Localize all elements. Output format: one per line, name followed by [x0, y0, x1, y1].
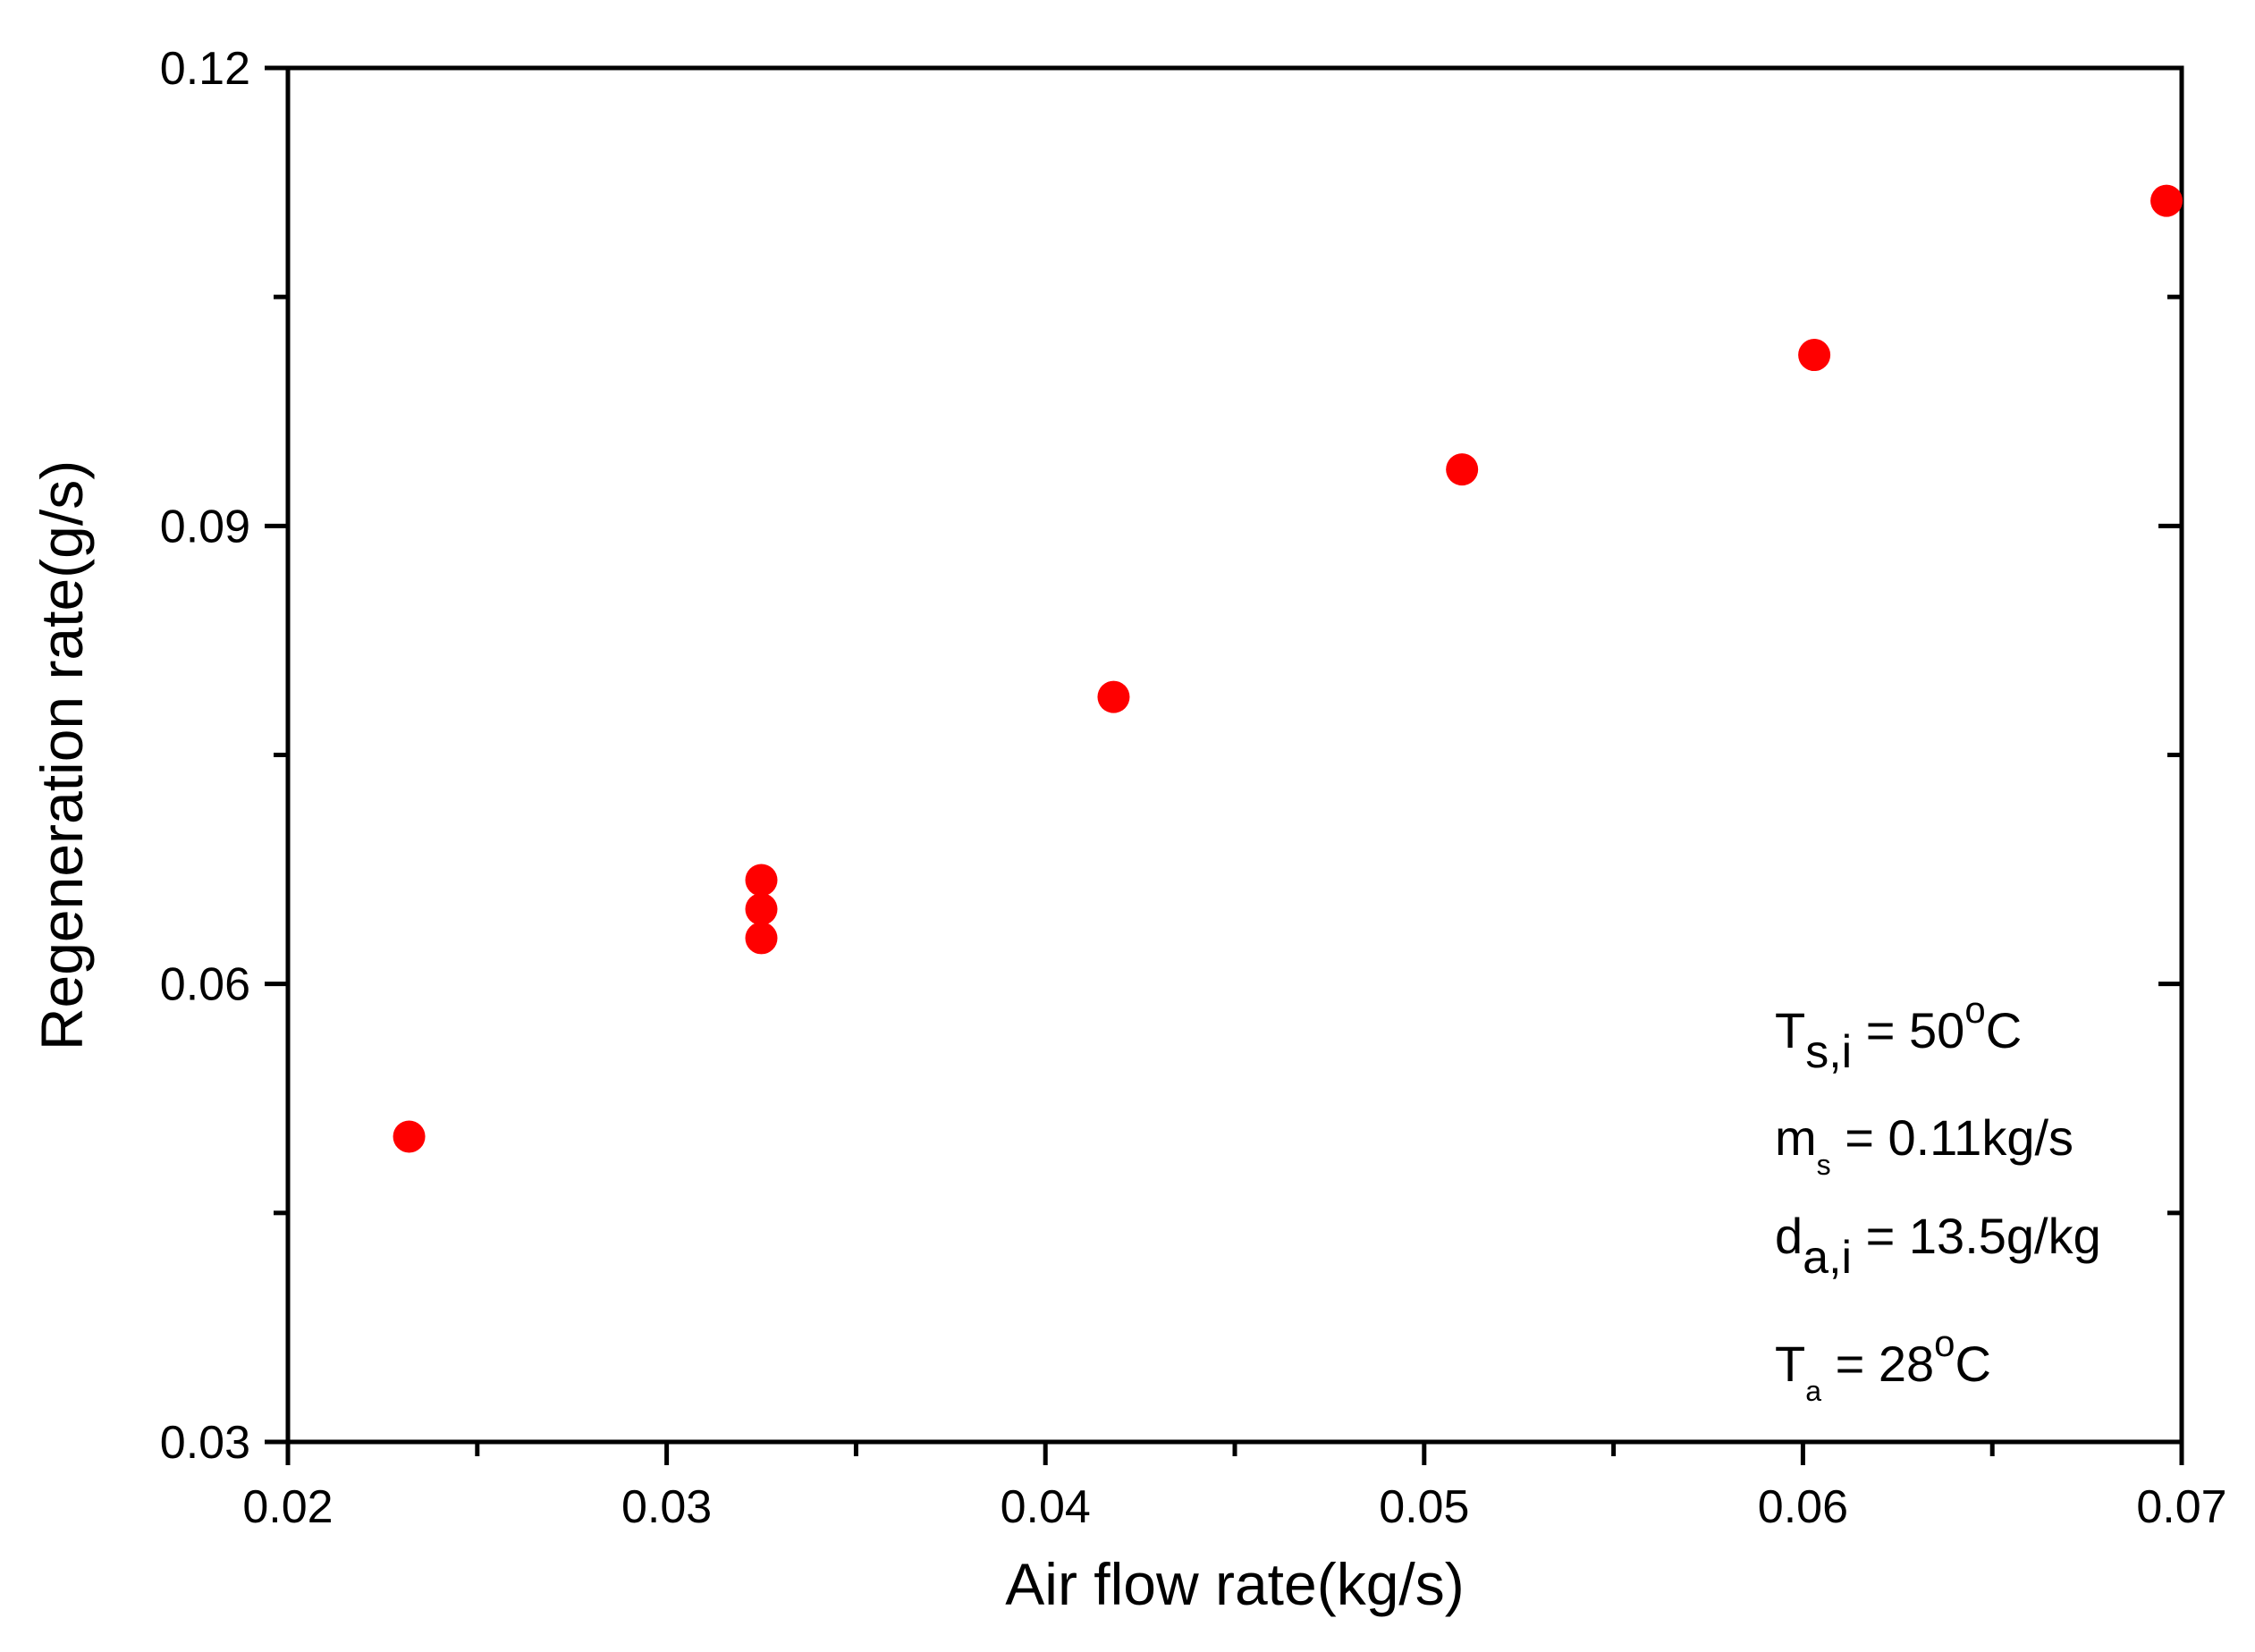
- data-points: [393, 184, 2183, 1153]
- y-tick-label: 0.06: [160, 959, 250, 1011]
- data-point: [745, 922, 778, 955]
- x-tick-label: 0.07: [2136, 1481, 2226, 1533]
- x-tick-label: 0.05: [1379, 1481, 1469, 1533]
- x-tick-labels: 0.02 0.03 0.04 0.05 0.06 0.07: [242, 1481, 2226, 1533]
- annotation-line: ms = 0.11kg/s: [1775, 1109, 2073, 1181]
- x-tick-label: 0.06: [1758, 1481, 1848, 1533]
- y-tick-labels: 0.03 0.06 0.09 0.12: [160, 43, 250, 1469]
- data-point: [745, 892, 778, 925]
- x-tick-label: 0.04: [1001, 1481, 1091, 1533]
- y-tick-label: 0.12: [160, 43, 250, 95]
- plot-frame: [285, 65, 2184, 1445]
- x-tick-label: 0.02: [242, 1481, 333, 1533]
- annotation-line: Ta = 28oC: [1775, 1322, 1991, 1407]
- data-point: [1798, 339, 1831, 372]
- y-tick-label: 0.03: [160, 1417, 250, 1469]
- x-tick-label: 0.03: [621, 1481, 712, 1533]
- x-axis-label: Air flow rate(kg/s): [1005, 1551, 1464, 1617]
- data-point: [1097, 680, 1130, 713]
- annotation-line: da,i = 13.5g/kg: [1775, 1208, 2101, 1284]
- data-point: [393, 1120, 426, 1153]
- y-axis-label: Regeneration rate(g/s): [29, 460, 95, 1050]
- data-point: [745, 864, 778, 897]
- parameter-annotations: Ts,i = 50oC ms = 0.11kg/s da,i = 13.5g/kg T…: [1775, 989, 2101, 1407]
- data-point: [2150, 184, 2183, 217]
- y-tick-label: 0.09: [160, 501, 250, 552]
- annotation-line: Ts,i = 50oC: [1775, 989, 2022, 1078]
- data-point: [1446, 453, 1479, 486]
